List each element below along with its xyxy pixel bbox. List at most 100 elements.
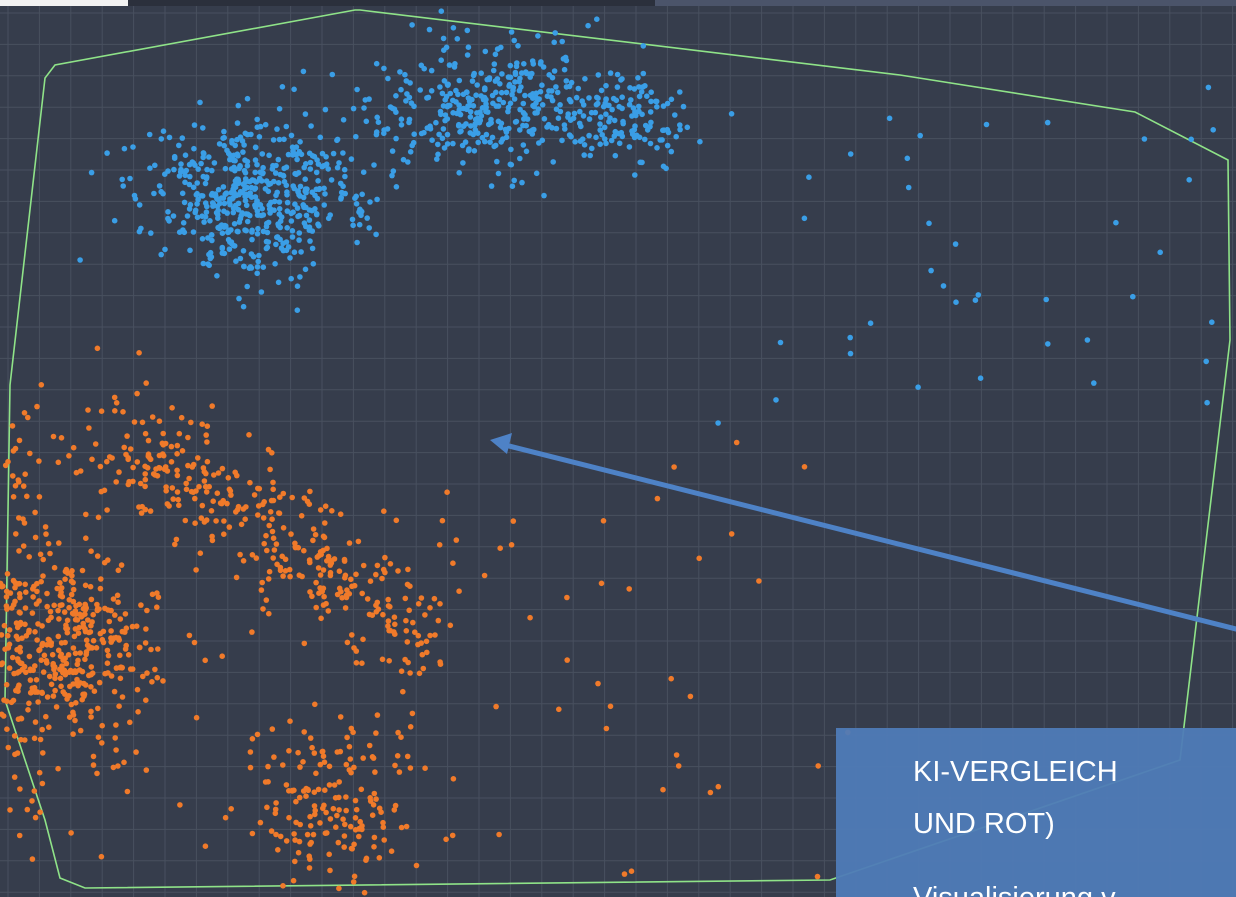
point xyxy=(204,166,210,173)
point xyxy=(211,160,218,166)
point xyxy=(3,681,10,688)
point xyxy=(715,420,721,426)
point xyxy=(236,295,242,302)
point xyxy=(233,509,239,515)
point xyxy=(450,25,457,31)
point xyxy=(183,486,190,493)
point xyxy=(352,195,358,201)
point xyxy=(438,57,445,63)
point xyxy=(756,578,762,584)
point xyxy=(611,133,618,139)
point xyxy=(88,714,94,720)
point xyxy=(301,204,307,211)
point xyxy=(70,712,77,718)
point xyxy=(544,93,551,99)
point xyxy=(143,767,150,773)
point xyxy=(293,171,300,178)
point xyxy=(313,604,320,611)
point xyxy=(55,765,61,772)
point xyxy=(773,397,779,403)
point xyxy=(68,591,75,598)
point xyxy=(432,632,438,638)
point xyxy=(640,70,647,77)
point xyxy=(237,551,243,558)
point xyxy=(626,144,633,150)
point xyxy=(131,192,138,199)
point xyxy=(70,444,77,451)
point xyxy=(230,157,237,164)
point xyxy=(673,752,680,758)
point xyxy=(612,152,619,159)
point xyxy=(352,797,359,804)
point xyxy=(428,88,435,94)
point xyxy=(75,630,82,636)
point xyxy=(159,440,166,447)
point xyxy=(58,589,64,596)
point xyxy=(229,137,235,144)
point xyxy=(469,78,476,84)
point xyxy=(707,789,714,796)
point xyxy=(70,645,77,651)
point xyxy=(85,407,91,413)
point xyxy=(433,119,439,126)
point xyxy=(191,122,198,128)
point xyxy=(447,90,454,97)
point xyxy=(531,103,537,110)
point xyxy=(616,140,623,147)
point xyxy=(321,759,328,765)
point xyxy=(54,585,60,592)
point xyxy=(439,90,446,97)
point xyxy=(40,573,46,579)
point xyxy=(272,170,279,176)
point xyxy=(392,802,399,809)
point xyxy=(230,209,237,216)
point xyxy=(240,149,246,155)
point xyxy=(41,652,48,659)
point xyxy=(115,599,121,605)
point xyxy=(475,139,482,146)
point xyxy=(491,143,498,150)
point xyxy=(319,748,326,755)
point xyxy=(72,616,79,623)
point xyxy=(554,89,561,96)
point xyxy=(473,92,479,98)
point xyxy=(427,123,433,129)
point xyxy=(511,177,517,184)
point xyxy=(56,616,62,622)
point xyxy=(18,660,24,667)
point xyxy=(317,820,323,826)
point xyxy=(190,229,197,235)
point xyxy=(983,121,990,128)
point xyxy=(366,225,373,231)
point xyxy=(222,222,228,229)
point xyxy=(86,425,92,431)
point xyxy=(595,680,601,687)
point xyxy=(576,120,583,127)
point xyxy=(176,142,182,149)
point xyxy=(154,473,161,479)
point xyxy=(130,144,136,150)
point xyxy=(108,635,114,641)
point xyxy=(374,114,381,121)
point xyxy=(77,257,83,263)
point xyxy=(99,722,105,729)
point xyxy=(300,194,307,201)
point xyxy=(336,568,343,574)
point xyxy=(185,462,191,469)
point xyxy=(77,727,84,734)
point xyxy=(264,547,270,554)
point xyxy=(517,75,523,82)
point xyxy=(117,652,123,659)
point xyxy=(412,629,418,635)
point xyxy=(458,128,464,134)
point xyxy=(343,807,350,814)
point xyxy=(283,239,290,245)
point xyxy=(330,805,337,812)
point xyxy=(375,606,382,612)
point xyxy=(14,750,21,756)
point xyxy=(595,100,601,107)
point xyxy=(20,543,27,549)
point xyxy=(148,230,154,236)
point xyxy=(120,183,126,189)
point xyxy=(269,450,275,456)
